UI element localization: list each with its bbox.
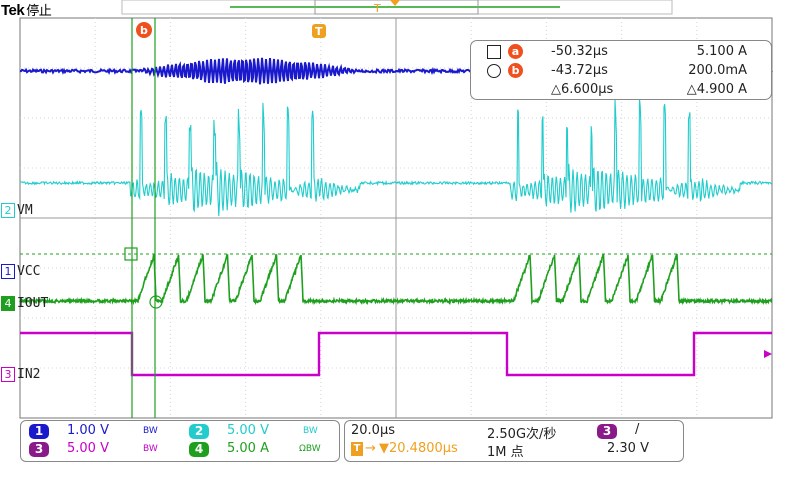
trigger-t-marker[interactable] [312, 24, 326, 38]
ch1-scale[interactable]: 1.00 V [67, 423, 109, 438]
circle-icon [487, 64, 501, 78]
ch4-scale[interactable]: 5.00 A [227, 441, 269, 456]
ch3-number[interactable]: 3 [29, 442, 49, 457]
cursor-b-badge-readout: b [508, 63, 523, 78]
timebase[interactable]: 20.0µs [351, 423, 395, 438]
square-icon [487, 45, 501, 59]
cursor-b-value: 200.0mA [688, 63, 747, 78]
cursor-delta-row: △6.600µs △4.900 A [471, 81, 771, 101]
ch3-scale[interactable]: 5.00 V [67, 441, 109, 456]
ch1-number[interactable]: 1 [29, 424, 49, 439]
svg-text:T: T [373, 2, 381, 15]
cursor-b-marker-circle [149, 295, 163, 309]
ch4-label[interactable]: 4 IOUT [1, 296, 48, 311]
cursor-b-row: b -43.72µs 200.0mA [471, 62, 771, 82]
ch4-trace [19, 253, 773, 306]
cursor-a-badge: a [508, 44, 523, 59]
ch4-bw-icon: ΩBW [299, 444, 321, 454]
cursor-b-time: -43.72µs [551, 63, 608, 78]
cursor-a-value: 5.100 A [696, 44, 747, 59]
cursor-readout[interactable]: a -50.32µs 5.100 A b -43.72µs 200.0mA △6… [470, 40, 772, 100]
trigger-level[interactable]: 2.30 V [607, 441, 649, 456]
cursor-a-time: -50.32µs [551, 44, 608, 59]
ch1-label[interactable]: 1 VCC [1, 264, 40, 279]
run-state: 停止 [26, 4, 52, 19]
sample-rate: 2.50G次/秒 [487, 427, 557, 442]
vertical-settings[interactable]: 1 1.00 V BW 2 5.00 V BW 3 5.00 V BW 4 5.… [20, 420, 340, 462]
ch2-trace [19, 98, 772, 217]
ch1-bw-icon: BW [143, 426, 158, 436]
trigger-level-arrow [764, 350, 772, 358]
cursor-a-row: a -50.32µs 5.100 A [471, 43, 771, 63]
ch3-bw-icon: BW [143, 444, 158, 454]
trigger-slope-icon[interactable]: / [635, 422, 640, 437]
ch4-number[interactable]: 4 [189, 442, 209, 457]
cursor-delta-value: △4.900 A [686, 82, 747, 97]
cursor-delta-time: △6.600µs [551, 82, 614, 97]
brand-logo: Tek 停止 [1, 2, 52, 19]
record-length: 1M 点 [487, 445, 524, 460]
svg-text:b: b [140, 24, 148, 37]
ch2-bw-icon: BW [303, 426, 318, 436]
cursor-b-badge[interactable] [136, 22, 152, 38]
ch2-scale[interactable]: 5.00 V [227, 423, 269, 438]
horizontal-trigger-settings[interactable]: 20.0µs 2.50G次/秒 3 / T → ▼20.4800µs 1M 点 … [344, 420, 684, 462]
trigger-pos-arrow [390, 0, 400, 6]
ch2-label[interactable]: 2 VM [1, 203, 33, 218]
trigger-arrow-icon: → [365, 441, 376, 456]
trigger-source[interactable]: 3 [597, 424, 617, 439]
ch3-label[interactable]: 3 IN2 [1, 367, 40, 382]
trigger-position[interactable]: ▼20.4800µs [379, 441, 458, 456]
trigger-pos-icon: T [351, 442, 363, 456]
svg-text:T: T [315, 25, 323, 38]
ch2-number[interactable]: 2 [189, 424, 209, 439]
cursor-a-marker-square [124, 247, 138, 261]
